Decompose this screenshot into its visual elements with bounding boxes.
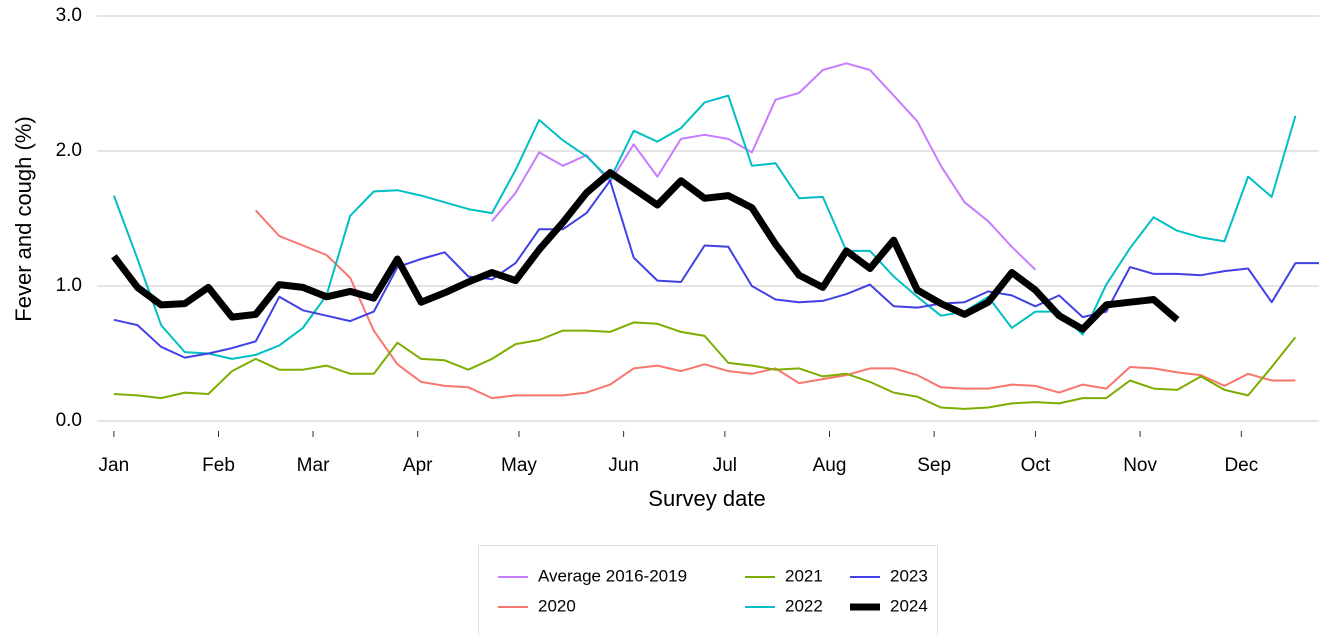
- x-tick-label: Jun: [608, 455, 639, 476]
- series-line: [254, 209, 1296, 400]
- x-tick-label: Jul: [713, 455, 737, 476]
- x-tick-label: Nov: [1123, 455, 1157, 476]
- legend-label: 2022: [785, 596, 823, 615]
- x-tick-label: May: [501, 455, 537, 476]
- grid: 0.0 1.0 2.0 3.0 Jan Feb Mar Apr May Jun Jul Aug Sep O…: [56, 5, 1319, 476]
- legend-label: 2021: [785, 566, 823, 585]
- lines: [111, 62, 1319, 410]
- x-tick-label: Oct: [1021, 455, 1051, 476]
- x-tick-label: Jan: [99, 455, 130, 476]
- series-line: [113, 321, 1297, 410]
- y-tick-label: 1.0: [56, 275, 82, 296]
- y-axis-title: Fever and cough (%): [11, 116, 36, 321]
- series-line: [491, 62, 1037, 271]
- x-tick-label: Aug: [813, 455, 847, 476]
- series-line: [111, 169, 1180, 333]
- legend: Average 2016-2019 2020 2021 2022 2023 2024: [498, 566, 928, 615]
- x-tick-label: Mar: [297, 455, 330, 476]
- legend-label: 2023: [890, 566, 928, 585]
- series-line: [113, 179, 1319, 359]
- y-tick-label: 2.0: [56, 140, 82, 161]
- legend-label: Average 2016-2019: [538, 566, 687, 585]
- x-tick-label: Feb: [202, 455, 235, 476]
- x-tick-label: Apr: [403, 455, 433, 476]
- legend-box: [478, 545, 938, 635]
- y-tick-label: 3.0: [56, 5, 82, 26]
- legend-label: 2024: [890, 596, 928, 615]
- x-tick-label: Dec: [1224, 455, 1258, 476]
- series-line: [112, 94, 1297, 360]
- x-axis-title: Survey date: [648, 486, 765, 511]
- y-tick-label: 0.0: [56, 410, 82, 431]
- x-tick-label: Sep: [917, 455, 951, 476]
- legend-label: 2020: [538, 596, 576, 615]
